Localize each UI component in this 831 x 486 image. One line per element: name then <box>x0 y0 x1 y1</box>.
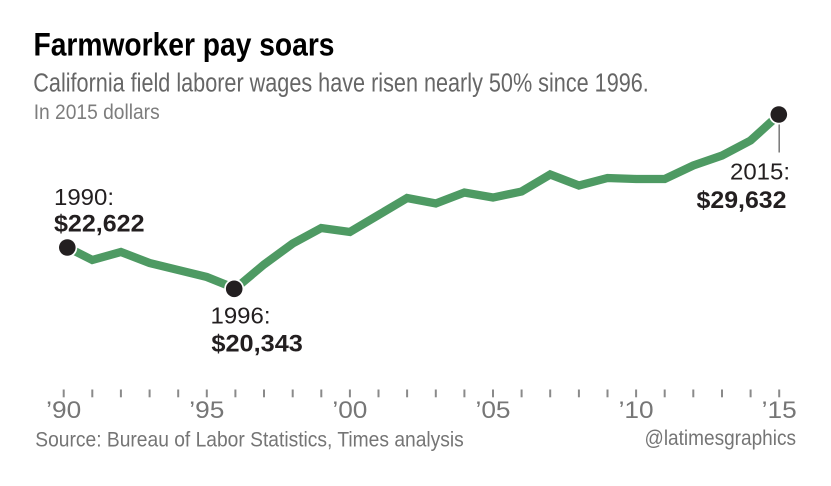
svg-text:’15: ’15 <box>762 397 797 424</box>
svg-text:Source: Bureau of Labor Statis: Source: Bureau of Labor Statistics, Time… <box>35 428 464 452</box>
svg-text:California field laborer wages: California field laborer wages have rise… <box>33 70 649 98</box>
svg-text:$29,632: $29,632 <box>697 187 787 214</box>
svg-text:Farmworker pay soars: Farmworker pay soars <box>34 27 335 63</box>
svg-text:’90: ’90 <box>46 397 81 424</box>
svg-text:In 2015 dollars: In 2015 dollars <box>34 100 160 124</box>
svg-text:’00: ’00 <box>332 397 367 424</box>
svg-text:’10: ’10 <box>619 397 654 424</box>
svg-text:1996:: 1996: <box>211 303 271 329</box>
svg-text:@latimesgraphics: @latimesgraphics <box>645 426 797 450</box>
svg-text:’95: ’95 <box>189 397 224 424</box>
svg-text:$20,343: $20,343 <box>211 331 303 358</box>
svg-text:$22,622: $22,622 <box>54 211 145 238</box>
svg-text:1990:: 1990: <box>54 184 114 210</box>
svg-text:’05: ’05 <box>476 397 511 424</box>
svg-text:2015:: 2015: <box>730 159 790 185</box>
